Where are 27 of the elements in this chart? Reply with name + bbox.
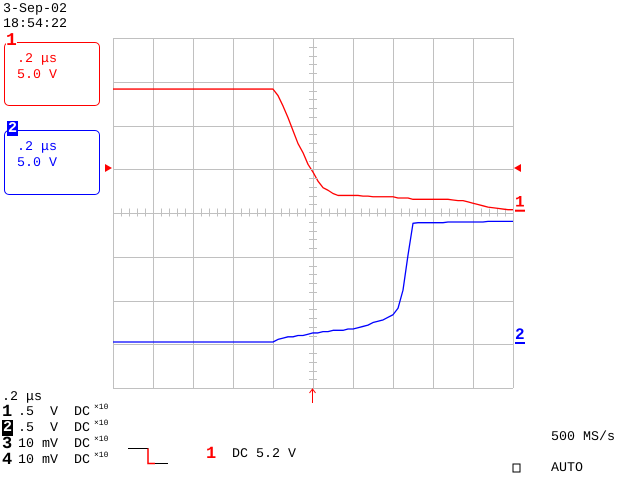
text: 10 mV DC — [18, 437, 90, 452]
text: 2 — [2, 419, 14, 436]
series-label: 1 — [515, 194, 525, 212]
text: 3 — [2, 435, 12, 454]
text: 2 — [515, 326, 525, 344]
text: .5 V DC — [18, 421, 90, 436]
text: 1 — [6, 31, 17, 51]
text: .2 μs — [17, 52, 57, 67]
text: 3-Sep-02 — [3, 2, 67, 17]
text: 5.0 V — [17, 156, 57, 171]
text: 5.0 V — [17, 68, 57, 83]
text: 10 mV DC — [18, 453, 90, 468]
text: ×10 — [94, 403, 108, 412]
text: .2 μs — [2, 390, 42, 405]
text: ×10 — [94, 419, 108, 428]
text: DC 5.2 V — [232, 447, 296, 462]
text: 1 — [2, 403, 12, 422]
text: ×10 — [94, 435, 108, 444]
text: 500 MS/s — [551, 430, 615, 445]
text: .2 μs — [17, 140, 57, 155]
text: .5 V DC — [18, 405, 90, 420]
text: AUTO — [551, 461, 583, 476]
text: 2 — [7, 120, 18, 137]
text: ×10 — [94, 451, 108, 460]
text: 1 — [206, 445, 216, 464]
text: 4 — [2, 451, 12, 470]
text: 18:54:22 — [3, 17, 67, 32]
